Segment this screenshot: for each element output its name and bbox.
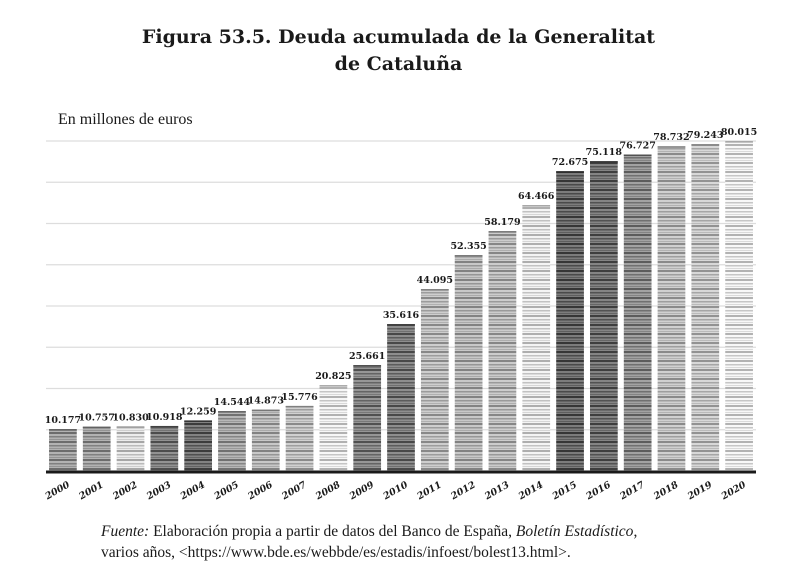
- x-tick-label: 2013: [482, 479, 512, 502]
- value-label: 79.243: [687, 130, 723, 141]
- bar-top-edge: [522, 205, 551, 207]
- x-tick-label: 2012: [448, 479, 478, 502]
- x-tick-label: 2005: [212, 479, 242, 502]
- x-tick-label: 2019: [685, 479, 715, 502]
- y-axis-unit-label: En millones de euros: [58, 111, 193, 128]
- value-labels: 10.17710.75710.83010.91812.25914.54414.8…: [45, 127, 758, 426]
- value-label: 75.118: [586, 147, 623, 158]
- bar-top-edge: [589, 161, 618, 163]
- x-tick-label: 2011: [414, 479, 443, 502]
- x-tick-label: 2004: [178, 479, 207, 502]
- bar-top-edge: [454, 255, 483, 257]
- bar-2010: [387, 324, 415, 471]
- bar-2012: [454, 255, 483, 471]
- chart-title-line2: de Cataluña: [334, 53, 463, 75]
- x-tick-label: 2015: [550, 479, 580, 502]
- x-tick-label: 2010: [381, 479, 411, 502]
- value-label: 12.259: [180, 406, 217, 417]
- x-tick-label: 2008: [313, 479, 343, 502]
- bar-top-edge: [49, 429, 77, 431]
- chart-title: Figura 53.5. Deuda acumulada de la Gener…: [0, 24, 797, 78]
- x-tick-label: 2001: [76, 479, 105, 502]
- bars: [49, 140, 753, 472]
- value-label: 25.661: [349, 351, 385, 362]
- chart-title-line1: Figura 53.5. Deuda acumulada de la Gener…: [141, 26, 656, 48]
- source-label: Fuente:: [101, 523, 150, 540]
- bar-top-edge: [556, 171, 584, 173]
- x-tick-label: 2020: [719, 479, 749, 502]
- source-text-2: ,: [633, 523, 638, 540]
- bar-top-edge: [251, 409, 280, 412]
- bar-2001: [82, 426, 111, 471]
- value-label: 35.616: [383, 310, 420, 321]
- bar-2013: [488, 231, 517, 471]
- bar-top-edge: [116, 426, 145, 428]
- value-label: 76.727: [619, 141, 655, 152]
- value-label: 15.776: [281, 392, 318, 403]
- x-tick-label: 2018: [651, 479, 681, 502]
- bar-2019: [691, 144, 720, 471]
- value-label: 52.355: [450, 241, 486, 252]
- source-note: Fuente: Elaboración propia a partir de d…: [101, 521, 637, 563]
- bar-top-edge: [691, 144, 720, 146]
- bar-top-edge: [285, 405, 314, 408]
- bar-2020: [725, 140, 753, 472]
- value-label: 80.015: [721, 127, 757, 138]
- value-label: 14.544: [214, 397, 251, 408]
- bar-top-edge: [657, 146, 686, 148]
- bar-top-edge: [387, 324, 415, 326]
- bar-2003: [150, 425, 179, 471]
- value-label: 78.732: [653, 132, 689, 143]
- bar-top-edge: [488, 231, 517, 233]
- bar-2016: [589, 161, 618, 471]
- bar-2004: [184, 420, 213, 471]
- bar-2005: [218, 411, 246, 471]
- value-label: 72.675: [552, 157, 588, 168]
- bar-top-edge: [353, 365, 382, 367]
- bar-top-edge: [218, 411, 246, 413]
- x-tick-label: 2009: [347, 479, 377, 502]
- value-label: 10.918: [146, 412, 183, 423]
- bar-top-edge: [319, 385, 348, 387]
- value-label: 14.873: [248, 396, 284, 407]
- bar-top-edge: [150, 425, 179, 428]
- x-tick-labels: 2000 2001 2002 2003 2004 2005 2006 2007 2008 2009…: [43, 479, 749, 502]
- value-label: 44.095: [417, 275, 453, 286]
- bar-2007: [285, 405, 314, 471]
- value-label: 20.825: [315, 371, 351, 382]
- source-publication: Boletín Estadístico: [515, 523, 634, 540]
- x-tick-label: 2016: [584, 479, 614, 502]
- x-tick-label: 2007: [279, 479, 309, 502]
- value-label: 10.830: [112, 412, 149, 423]
- value-label: 10.177: [45, 415, 81, 426]
- bar-top-edge: [725, 140, 753, 143]
- x-tick-label: 2002: [110, 479, 140, 502]
- source-line-2: varios años, <https://www.bde.es/webbde/…: [101, 544, 571, 561]
- bar-2018: [657, 146, 686, 471]
- bar-top-edge: [82, 426, 111, 429]
- x-tick-label: 2003: [144, 479, 174, 502]
- bar-2000: [49, 429, 77, 471]
- source-line-1: Fuente: Elaboración propia a partir de d…: [101, 521, 637, 542]
- x-tick-label: 2014: [516, 479, 545, 502]
- x-tick-label: 2017: [617, 479, 647, 502]
- bar-top-edge: [420, 289, 449, 291]
- value-label: 58.179: [484, 217, 521, 228]
- bar-2002: [116, 426, 145, 471]
- bar-2014: [522, 205, 551, 471]
- bar-2017: [623, 154, 652, 471]
- bar-2009: [353, 365, 382, 471]
- bar-top-edge: [184, 420, 213, 422]
- bar-2015: [556, 171, 584, 471]
- x-tick-label: 2000: [43, 479, 73, 502]
- bar-2011: [420, 289, 449, 471]
- value-label: 64.466: [518, 191, 555, 202]
- source-text-1: Elaboración propia a partir de datos del…: [149, 523, 516, 540]
- bar-2006: [251, 409, 280, 471]
- bar-top-edge: [623, 154, 652, 157]
- x-tick-label: 2006: [245, 479, 275, 502]
- value-label: 10.757: [79, 413, 115, 424]
- bar-2008: [319, 385, 348, 471]
